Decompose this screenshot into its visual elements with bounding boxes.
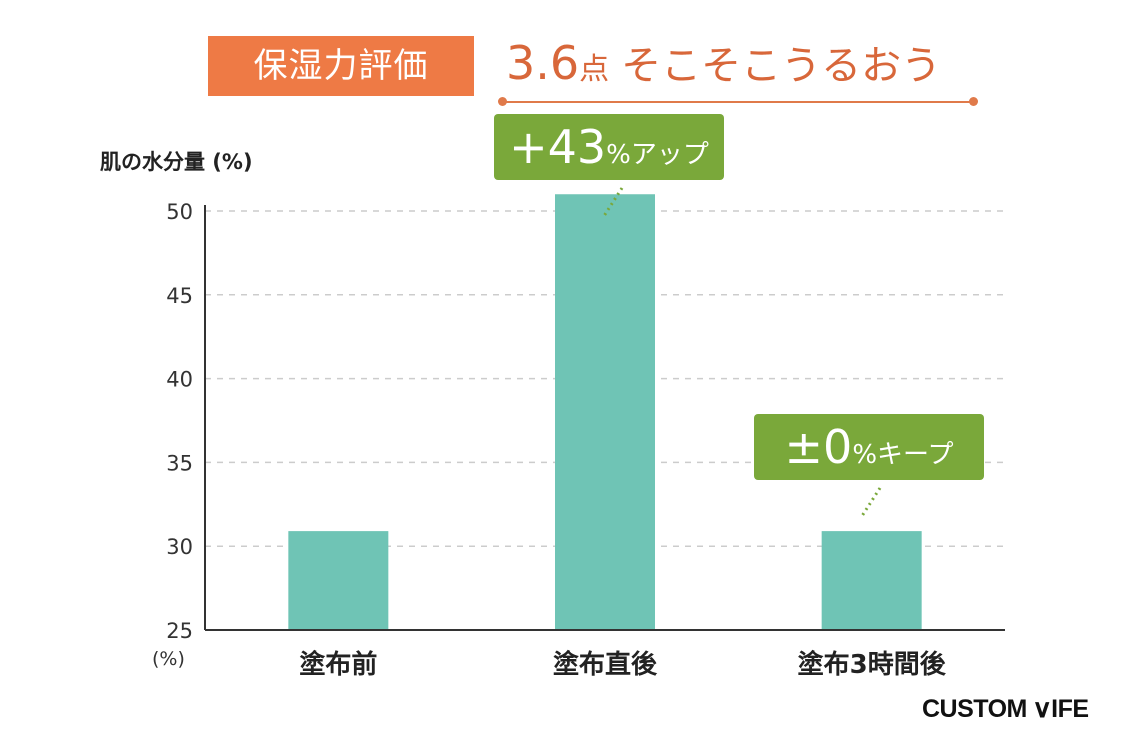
y-tick-label: 50: [166, 200, 193, 224]
callout-keep-value: ±0: [784, 420, 853, 474]
x-axis-unit: (%): [152, 648, 185, 670]
bar: [821, 531, 922, 630]
y-axis-label: 肌の水分量 (%): [100, 150, 253, 174]
underline-dot-left: [498, 97, 507, 106]
x-tick-label: 塗布直後: [553, 649, 658, 680]
callout-keep-text: %キープ: [852, 440, 954, 470]
y-tick-label: 30: [166, 535, 193, 559]
callout-increase-text: %アップ: [606, 140, 709, 170]
bar: [555, 194, 655, 631]
score-number: 3.6: [506, 36, 580, 90]
y-tick-label: 25: [166, 619, 193, 643]
callout-leader: [860, 487, 882, 517]
rating-badge: 保湿力評価: [208, 36, 474, 96]
x-tick-label: 塗布3時間後: [798, 649, 947, 680]
custom-life-logo: CUSTOM ∨IFE: [922, 695, 1089, 723]
y-tick-label: 40: [166, 368, 193, 392]
callout-keep: ±0%キープ: [754, 414, 984, 480]
y-tick-label: 35: [166, 451, 193, 475]
score-unit: 点: [579, 52, 610, 87]
score-underline: [502, 101, 974, 103]
score-comment: そこそこうるおう: [621, 43, 942, 89]
score-text: 3.6点 そこそこうるおう: [506, 28, 941, 105]
callout-increase: +43%アップ: [494, 114, 724, 180]
bar: [288, 531, 389, 630]
callout-increase-value: +43: [509, 120, 607, 174]
x-tick-label: 塗布前: [299, 649, 377, 680]
underline-dot-right: [969, 97, 978, 106]
y-tick-label: 45: [166, 284, 193, 308]
